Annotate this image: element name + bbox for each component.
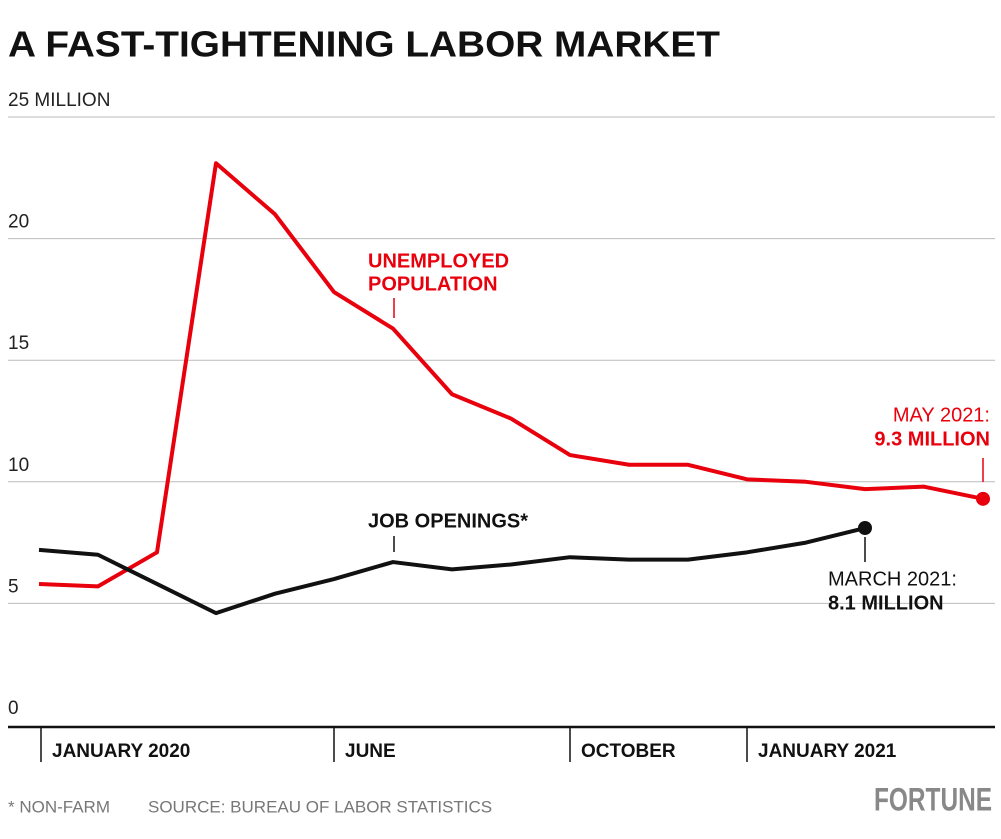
y-tick-label: 15 — [8, 333, 29, 354]
footnote: * NON-FARM — [8, 797, 110, 816]
y-tick-label: 5 — [8, 576, 19, 597]
x-tick-label: JANUARY 2021 — [758, 741, 897, 762]
end-label: MARCH 2021: — [828, 568, 957, 590]
y-tick-label: 10 — [8, 455, 29, 476]
end-dot — [976, 491, 990, 506]
y-tick-label: 20 — [8, 212, 29, 233]
series-line — [38, 161, 984, 589]
x-tick-label: JANUARY 2020 — [52, 741, 190, 762]
series-label: POPULATION — [368, 273, 498, 295]
series-label: JOB OPENINGS* — [368, 510, 528, 532]
x-tick-label: OCTOBER — [581, 741, 676, 762]
chart-title: A FAST-TIGHTENING LABOR MARKET — [8, 24, 720, 65]
end-label: MAY 2021: — [893, 404, 990, 426]
end-dot — [858, 521, 872, 536]
end-label: 8.1 MILLION — [828, 592, 944, 614]
end-label: 9.3 MILLION — [874, 428, 990, 450]
series-line — [38, 526, 866, 616]
series-label: UNEMPLOYED — [368, 250, 509, 272]
y-tick-label: 0 — [8, 698, 19, 719]
brand-logo: FORTUNE — [874, 781, 992, 817]
x-tick-label: JUNE — [345, 741, 396, 762]
y-tick-label: 25 MILLION — [8, 90, 110, 111]
source: SOURCE: BUREAU OF LABOR STATISTICS — [148, 797, 492, 816]
